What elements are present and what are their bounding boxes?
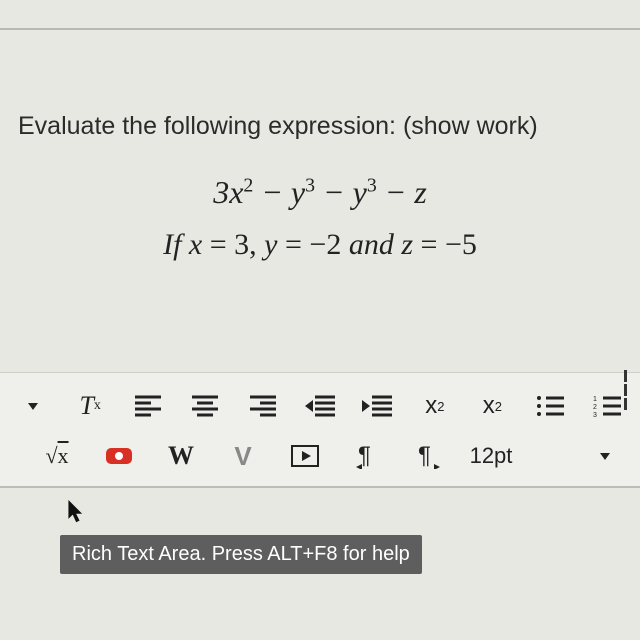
bullet-list-button[interactable] (525, 384, 574, 428)
ltr-button[interactable]: ¶ (340, 434, 394, 478)
superscript-button[interactable]: x2 (410, 384, 459, 428)
toolbar-row-1: Tx x2 x2 123 (8, 381, 632, 431)
align-center-button[interactable] (180, 384, 229, 428)
indent-button[interactable] (353, 384, 402, 428)
subscript-button[interactable]: x2 (468, 384, 517, 428)
menu-dropdown[interactable] (8, 384, 57, 428)
svg-text:2: 2 (593, 404, 597, 411)
align-right-button[interactable] (238, 384, 287, 428)
fontsize-dropdown[interactable] (578, 434, 632, 478)
math-condition: If x = 3, y = −2 and z = −5 (0, 228, 640, 262)
outdent-button[interactable] (295, 384, 344, 428)
editor-tooltip: Rich Text Area. Press ALT+F8 for help (60, 535, 422, 574)
mouse-cursor-icon (68, 500, 86, 524)
wikipedia-button[interactable]: W (154, 434, 208, 478)
clear-formatting-button[interactable]: Tx (65, 384, 114, 428)
math-equation-button[interactable]: √x (30, 434, 84, 478)
svg-text:3: 3 (593, 412, 597, 417)
overflow-handle[interactable] (616, 370, 634, 430)
record-button[interactable] (92, 434, 146, 478)
svg-text:1: 1 (593, 396, 597, 403)
divider (0, 28, 640, 30)
svg-text:¶: ¶ (418, 443, 431, 469)
question-prompt: Evaluate the following expression: (show… (18, 110, 622, 144)
math-expression: 3x2 − y3 − y3 − z (0, 174, 640, 211)
rtl-button[interactable]: ¶ (402, 434, 456, 478)
align-left-button[interactable] (123, 384, 172, 428)
toolbar-row-2: √x W V ¶ ¶ 12pt (8, 431, 632, 481)
editor-toolbar: Tx x2 x2 123 √x W V (0, 372, 640, 488)
vimeo-button[interactable]: V (216, 434, 270, 478)
embed-media-button[interactable] (278, 434, 332, 478)
fontsize-selector[interactable]: 12pt (464, 434, 518, 478)
